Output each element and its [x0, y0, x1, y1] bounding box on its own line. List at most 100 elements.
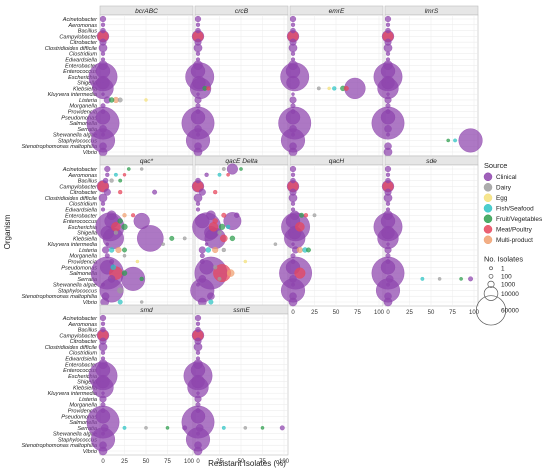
organism-tick-label: Kluyvera intermedia — [48, 391, 97, 397]
legend-size-1: 1 — [489, 266, 505, 273]
data-point-clostridium-clinical — [385, 201, 391, 206]
data-point-edwardsiella-clinical — [100, 57, 106, 62]
data-point-edwardsiella-clinical — [290, 207, 296, 212]
data-point-aeromonas-clinical — [290, 22, 296, 27]
data-point-escherichia-meat-poultry — [295, 222, 305, 232]
data-point-shewanella-algae-clinical — [386, 132, 390, 137]
data-point-klebsiella-meat-poultry — [343, 85, 349, 91]
x-tick-label: 0 — [196, 459, 200, 465]
organism-tick-label: Vibrio — [83, 449, 97, 455]
facet-title: qacE Delta — [225, 158, 258, 165]
organism-tick-label: Staphylococcus — [58, 138, 97, 144]
organism-tick-label: Listeria — [79, 98, 97, 104]
legend: Source Clinical Dairy Egg Fish/Seafood Fruit/… — [475, 161, 542, 326]
data-point-kluyvera-intermedia-clinical — [101, 92, 105, 96]
data-point-listeria-fish-seafood — [108, 247, 115, 253]
x-tick-label: 50 — [238, 459, 245, 465]
data-point-aeromonas-fish-seafood — [113, 172, 118, 177]
data-point-edwardsiella-clinical — [100, 207, 106, 212]
data-point-edwardsiella-clinical — [290, 57, 296, 62]
x-tick-label: 25 — [311, 310, 318, 316]
data-point-edwardsiella-clinical — [195, 356, 201, 361]
data-point-edwardsiella-clinical — [195, 57, 201, 62]
data-point-clostridium-clinical — [195, 51, 201, 56]
data-point-bacillus-clinical — [195, 177, 201, 184]
facet-title: sde — [426, 158, 437, 165]
data-point-enterobacter-meat-poultry — [131, 213, 136, 218]
data-point-aeromonas-clinical — [100, 22, 106, 27]
facet-panels: bcrABCAcinetobacterAeromonasBacillusCamp… — [21, 5, 483, 465]
data-point-enterococcus-fruit-vegetables — [117, 218, 123, 224]
data-point-stenotrophomonas-maltophilia-clinical — [194, 142, 202, 150]
organism-tick-label: Clostridium — [69, 52, 97, 58]
data-point-morganella-clinical — [195, 402, 201, 408]
organism-tick-label: Acinetobacter — [62, 17, 98, 23]
data-point-shewanella-algae-clinical — [101, 431, 105, 436]
data-point-acinetobacter-clinical — [194, 314, 202, 322]
data-point-listeria-multi-product — [212, 246, 219, 254]
data-point-serratia-fruit-vegetables — [459, 277, 463, 281]
data-point-citrobacter-clinical — [194, 337, 202, 345]
data-point-acinetobacter-clinical — [104, 165, 111, 173]
data-point-listeria-clinical — [194, 96, 202, 104]
data-point-enterobacter-clinical — [233, 212, 240, 218]
legend-size-circle — [488, 273, 494, 279]
data-point-shigella-clinical — [191, 374, 205, 389]
facet-qace-delta: qacE Delta — [190, 155, 289, 307]
data-point-bacillus-dairy — [109, 178, 114, 183]
legend-item-egg: Egg — [483, 193, 508, 203]
data-point-enterobacter-clinical — [289, 210, 300, 221]
data-point-serratia-fish-seafood — [122, 425, 127, 430]
data-point-shigella-dairy — [217, 230, 222, 235]
organism-tick-label: Enterobacter — [65, 213, 98, 219]
data-point-serratia-dairy — [144, 426, 148, 430]
x-tick-label: 100 — [469, 310, 480, 316]
organism-tick-label: Pseudomonas — [61, 414, 97, 420]
organism-tick-label: Clostridioides difficile — [45, 46, 97, 52]
x-axis-title: Resistant Isolates (%) — [208, 459, 286, 468]
facet-qach: qacH 0 25 50 75 100 — [279, 155, 385, 316]
x-tick-label: 0 — [291, 310, 295, 316]
data-point-salmonella-multi-product — [226, 269, 235, 277]
organism-tick-label: Acinetobacter — [62, 316, 98, 322]
legend-label: Egg — [496, 195, 508, 202]
legend-swatch — [483, 214, 493, 224]
data-point-serratia-clinical — [195, 424, 204, 432]
data-point-enterobacter-clinical — [383, 60, 393, 71]
organism-tick-label: Escherichia — [68, 75, 97, 81]
legend-swatch — [483, 225, 493, 234]
data-point-listeria-fruit-vegetables — [122, 247, 127, 253]
organism-tick-label: Acinetobacter — [62, 167, 98, 173]
data-point-morganella-clinical — [100, 103, 106, 109]
data-point-citrobacter-meat-poultry — [213, 189, 218, 195]
data-point-clostridium-clinical — [195, 201, 201, 206]
facet-crcb: crcB — [181, 5, 289, 157]
data-point-providencia-clinical — [109, 259, 115, 264]
data-point-citrobacter-clinical — [99, 337, 107, 345]
legend-item-multi-product: Multi-product — [483, 235, 533, 245]
data-point-serratia-fruit-vegetables — [139, 276, 144, 282]
data-point-providencia-clinical — [199, 259, 205, 264]
organism-tick-label: Bacillus — [78, 179, 97, 185]
organism-tick-label: Serratia — [77, 426, 97, 432]
data-point-klebsiella-meat-poultry — [220, 234, 228, 243]
organism-tick-label: Providencia — [68, 260, 97, 266]
facet-qac: qac* AcinetobacterAeromonasBacillusCampyl… — [21, 155, 194, 307]
organism-tick-label: Edwardsiella — [65, 57, 97, 63]
data-point-morganella-clinical — [290, 103, 296, 109]
data-point-serratia-dairy — [217, 276, 222, 281]
data-point-enterobacter-clinical — [106, 210, 117, 221]
data-point-shigella-clinical — [381, 75, 395, 90]
data-point-bacillus-clinical — [385, 27, 391, 34]
legend-size-label: 1 — [501, 266, 505, 273]
data-point-listeria-fruit-vegetables — [108, 97, 115, 103]
legend-label: Clinical — [496, 174, 517, 181]
organism-tick-label: Citrobacter — [70, 40, 98, 46]
facet-title: qacH — [329, 158, 345, 165]
organism-tick-label: Kluyvera intermedia — [48, 242, 97, 248]
legend-size-label: 100 — [501, 274, 512, 281]
organism-tick-label: Aeromonas — [67, 322, 97, 328]
organism-tick-label: Stenotrophomonas maltophilia — [21, 144, 97, 150]
legend-label: Meat/Poultry — [496, 227, 533, 234]
facet-title: smd — [140, 307, 153, 314]
